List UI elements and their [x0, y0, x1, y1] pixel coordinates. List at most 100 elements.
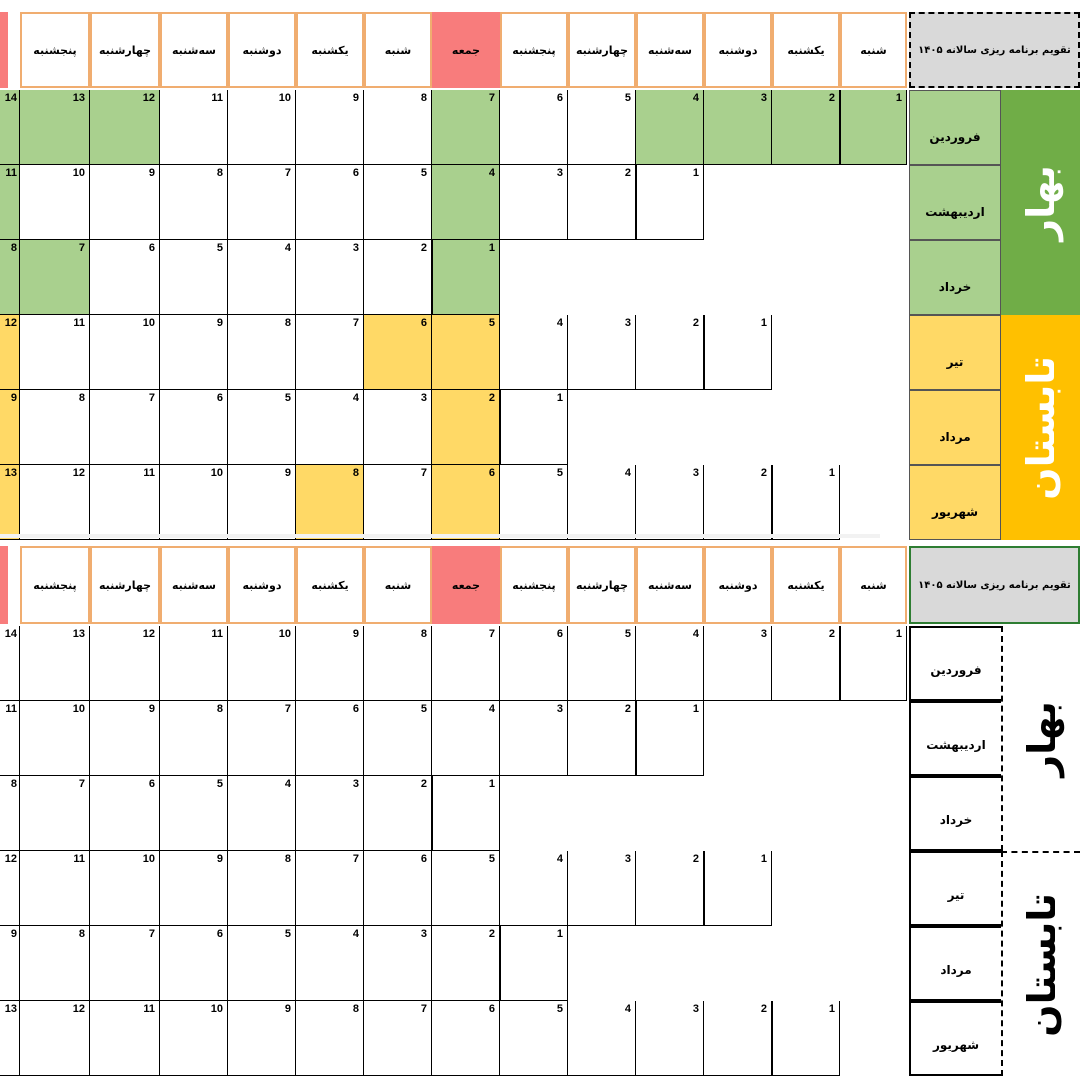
- day-cell[interactable]: 7: [364, 1001, 432, 1076]
- day-cell[interactable]: 6: [90, 240, 160, 315]
- day-cell[interactable]: 2: [636, 315, 704, 390]
- day-cell[interactable]: 2: [704, 1001, 772, 1076]
- day-cell-clipped[interactable]: 8: [0, 240, 20, 315]
- day-cell[interactable]: 5: [500, 1001, 568, 1076]
- day-cell-clipped[interactable]: 13: [0, 465, 20, 540]
- day-cell[interactable]: 5: [432, 315, 500, 390]
- day-cell[interactable]: 8: [228, 851, 296, 926]
- day-cell[interactable]: 7: [20, 776, 90, 851]
- day-cell-clipped[interactable]: 11: [0, 165, 20, 240]
- day-cell[interactable]: 8: [364, 90, 432, 165]
- day-cell-clipped[interactable]: 12: [0, 851, 20, 926]
- day-cell[interactable]: 4: [296, 390, 364, 465]
- day-cell[interactable]: 1: [432, 776, 500, 851]
- day-cell[interactable]: 7: [90, 926, 160, 1001]
- day-cell[interactable]: 12: [90, 626, 160, 701]
- day-cell[interactable]: 12: [20, 1001, 90, 1076]
- day-cell[interactable]: 7: [20, 240, 90, 315]
- day-cell[interactable]: 9: [90, 701, 160, 776]
- day-cell[interactable]: 3: [568, 851, 636, 926]
- day-cell[interactable]: 11: [20, 851, 90, 926]
- day-cell[interactable]: 7: [364, 465, 432, 540]
- day-cell[interactable]: 9: [228, 465, 296, 540]
- day-cell[interactable]: 5: [432, 851, 500, 926]
- day-cell[interactable]: 1: [772, 465, 840, 540]
- day-cell[interactable]: 8: [364, 626, 432, 701]
- day-cell[interactable]: 6: [296, 165, 364, 240]
- day-cell[interactable]: 11: [160, 90, 228, 165]
- day-cell[interactable]: 10: [228, 626, 296, 701]
- day-cell[interactable]: 6: [364, 315, 432, 390]
- day-cell[interactable]: 13: [20, 626, 90, 701]
- day-cell[interactable]: 11: [90, 1001, 160, 1076]
- day-cell[interactable]: 9: [296, 626, 364, 701]
- day-cell[interactable]: 3: [636, 465, 704, 540]
- day-cell[interactable]: 3: [704, 626, 772, 701]
- day-cell[interactable]: 3: [636, 1001, 704, 1076]
- day-cell[interactable]: 7: [432, 626, 500, 701]
- day-cell[interactable]: 4: [568, 465, 636, 540]
- day-cell[interactable]: 11: [90, 465, 160, 540]
- day-cell[interactable]: 4: [500, 315, 568, 390]
- day-cell[interactable]: 6: [364, 851, 432, 926]
- day-cell[interactable]: 3: [568, 315, 636, 390]
- day-cell[interactable]: 1: [636, 165, 704, 240]
- day-cell[interactable]: 4: [568, 1001, 636, 1076]
- day-cell[interactable]: 4: [636, 626, 704, 701]
- day-cell[interactable]: 2: [636, 851, 704, 926]
- day-cell[interactable]: 5: [364, 165, 432, 240]
- day-cell[interactable]: 2: [364, 240, 432, 315]
- day-cell[interactable]: 10: [90, 851, 160, 926]
- day-cell[interactable]: 3: [500, 701, 568, 776]
- day-cell[interactable]: 7: [228, 165, 296, 240]
- day-cell[interactable]: 10: [160, 1001, 228, 1076]
- day-cell[interactable]: 10: [228, 90, 296, 165]
- day-cell[interactable]: 13: [20, 90, 90, 165]
- day-cell[interactable]: 6: [160, 926, 228, 1001]
- day-cell[interactable]: 10: [90, 315, 160, 390]
- day-cell[interactable]: 5: [568, 626, 636, 701]
- day-cell[interactable]: 9: [296, 90, 364, 165]
- day-cell[interactable]: 3: [500, 165, 568, 240]
- day-cell[interactable]: 7: [432, 90, 500, 165]
- day-cell-clipped[interactable]: 9: [0, 926, 20, 1001]
- day-cell[interactable]: 9: [90, 165, 160, 240]
- day-cell[interactable]: 8: [296, 465, 364, 540]
- day-cell[interactable]: 9: [160, 315, 228, 390]
- day-cell-clipped[interactable]: 9: [0, 390, 20, 465]
- day-cell[interactable]: 2: [364, 776, 432, 851]
- day-cell[interactable]: 6: [432, 1001, 500, 1076]
- day-cell[interactable]: 7: [90, 390, 160, 465]
- day-cell[interactable]: 5: [228, 390, 296, 465]
- day-cell[interactable]: 4: [432, 165, 500, 240]
- day-cell[interactable]: 8: [228, 315, 296, 390]
- day-cell[interactable]: 1: [636, 701, 704, 776]
- day-cell[interactable]: 6: [500, 90, 568, 165]
- day-cell[interactable]: 11: [20, 315, 90, 390]
- day-cell[interactable]: 2: [772, 90, 840, 165]
- day-cell-clipped[interactable]: 13: [0, 1001, 20, 1076]
- day-cell[interactable]: 3: [296, 776, 364, 851]
- day-cell[interactable]: 2: [568, 701, 636, 776]
- day-cell[interactable]: 8: [20, 390, 90, 465]
- day-cell[interactable]: 4: [500, 851, 568, 926]
- day-cell[interactable]: 7: [296, 315, 364, 390]
- day-cell[interactable]: 10: [20, 165, 90, 240]
- day-cell[interactable]: 5: [228, 926, 296, 1001]
- day-cell[interactable]: 4: [636, 90, 704, 165]
- day-cell[interactable]: 6: [160, 390, 228, 465]
- day-cell[interactable]: 4: [228, 776, 296, 851]
- day-cell[interactable]: 1: [840, 90, 907, 165]
- day-cell[interactable]: 1: [500, 390, 568, 465]
- day-cell[interactable]: 1: [772, 1001, 840, 1076]
- day-cell[interactable]: 6: [500, 626, 568, 701]
- day-cell[interactable]: 12: [90, 90, 160, 165]
- day-cell[interactable]: 1: [840, 626, 907, 701]
- day-cell[interactable]: 6: [296, 701, 364, 776]
- day-cell[interactable]: 10: [160, 465, 228, 540]
- day-cell-clipped[interactable]: 8: [0, 776, 20, 851]
- day-cell[interactable]: 5: [364, 701, 432, 776]
- day-cell[interactable]: 3: [296, 240, 364, 315]
- day-cell-clipped[interactable]: 14: [0, 626, 20, 701]
- day-cell[interactable]: 11: [160, 626, 228, 701]
